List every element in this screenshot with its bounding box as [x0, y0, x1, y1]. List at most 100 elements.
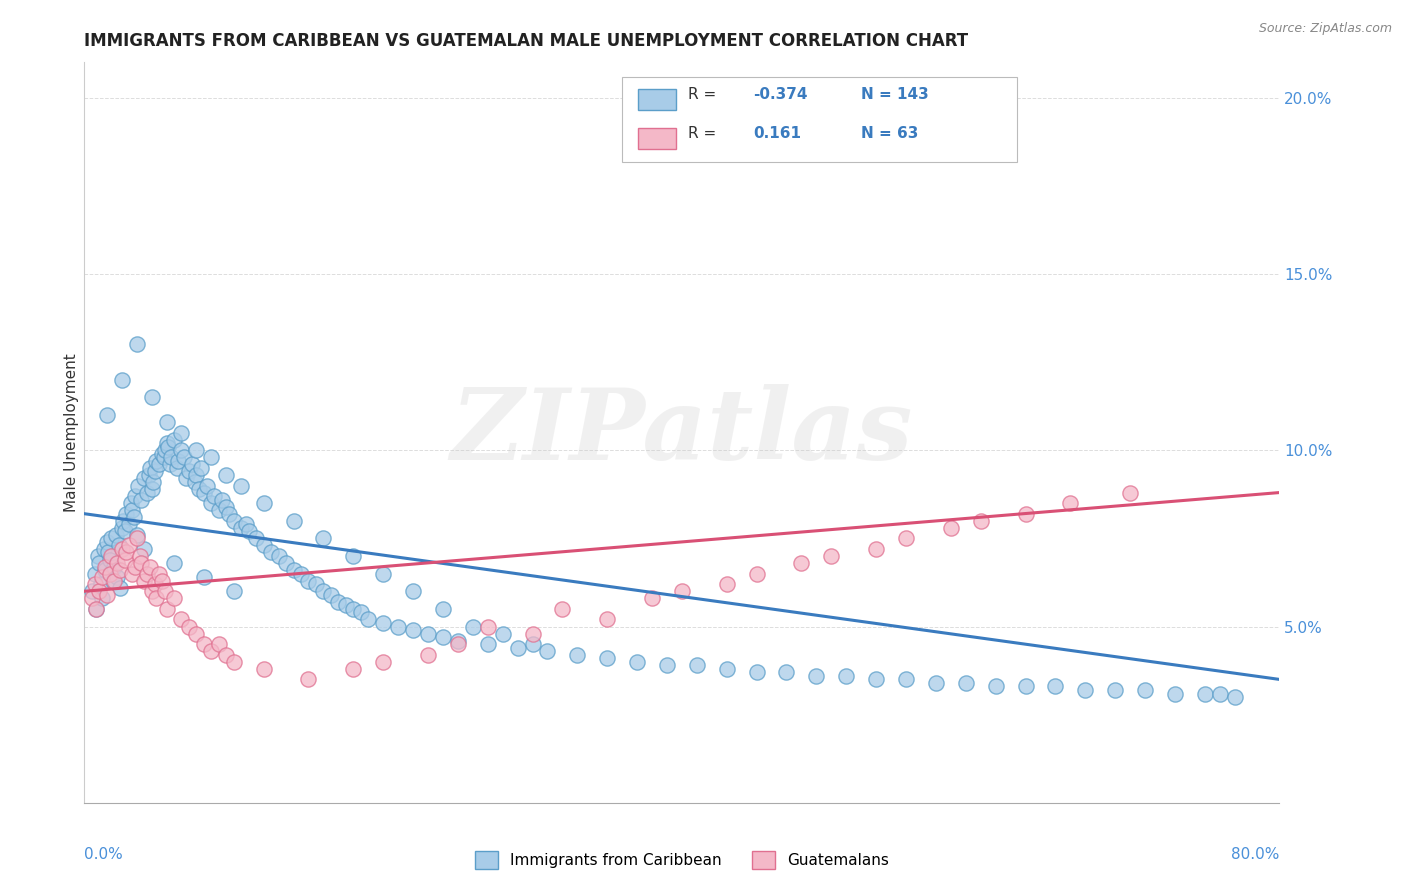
Point: [136, 485, 159, 500]
Point: [416, 626, 439, 640]
Point: [626, 655, 648, 669]
Point: [136, 566, 159, 581]
Point: [111, 521, 134, 535]
Point: [145, 454, 167, 468]
Point: [174, 471, 197, 485]
Text: R =: R =: [688, 87, 721, 102]
Point: [96, 535, 118, 549]
Point: [1059, 496, 1081, 510]
Point: [115, 507, 138, 521]
Point: [93, 541, 115, 556]
Point: [188, 482, 211, 496]
Point: [141, 584, 163, 599]
Point: [551, 602, 574, 616]
Point: [215, 648, 238, 662]
Point: [120, 496, 142, 510]
Point: [124, 559, 146, 574]
Point: [139, 559, 162, 574]
Point: [274, 556, 297, 570]
Point: [89, 556, 111, 570]
Point: [416, 648, 439, 662]
Point: [148, 458, 170, 472]
Point: [132, 574, 156, 588]
Point: [80, 584, 103, 599]
Point: [139, 461, 162, 475]
Point: [283, 563, 305, 577]
Point: [984, 680, 1007, 694]
Point: [231, 478, 253, 492]
Point: [184, 475, 207, 489]
Point: [125, 532, 148, 546]
Point: [190, 461, 212, 475]
Point: [447, 637, 470, 651]
Point: [186, 467, 208, 482]
Point: [202, 489, 225, 503]
Point: [173, 450, 195, 465]
Point: [155, 602, 177, 616]
Point: [157, 440, 180, 454]
Point: [806, 669, 828, 683]
Point: [103, 574, 125, 588]
Point: [716, 662, 738, 676]
Point: [686, 658, 709, 673]
Y-axis label: Male Unemployment: Male Unemployment: [63, 353, 79, 512]
Point: [118, 538, 141, 552]
Point: [105, 556, 128, 570]
Point: [835, 669, 858, 683]
Point: [91, 591, 114, 606]
Point: [215, 500, 238, 514]
Point: [208, 503, 231, 517]
Point: [200, 644, 222, 658]
Text: IMMIGRANTS FROM CARIBBEAN VS GUATEMALAN MALE UNEMPLOYMENT CORRELATION CHART: IMMIGRANTS FROM CARIBBEAN VS GUATEMALAN …: [84, 32, 969, 50]
Point: [260, 545, 283, 559]
Point: [100, 532, 122, 546]
Legend: Immigrants from Caribbean, Guatemalans: Immigrants from Caribbean, Guatemalans: [475, 851, 889, 869]
Point: [492, 626, 515, 640]
Point: [894, 532, 917, 546]
Point: [335, 599, 357, 613]
Point: [596, 612, 619, 626]
Point: [215, 467, 238, 482]
Point: [105, 570, 128, 584]
Point: [432, 602, 454, 616]
Point: [163, 591, 186, 606]
Point: [125, 528, 148, 542]
Point: [373, 615, 395, 630]
Point: [208, 637, 231, 651]
Point: [170, 443, 193, 458]
Point: [387, 619, 409, 633]
Point: [373, 655, 395, 669]
Point: [506, 640, 529, 655]
Text: Source: ZipAtlas.com: Source: ZipAtlas.com: [1258, 22, 1392, 36]
Point: [112, 514, 135, 528]
Point: [155, 436, 177, 450]
Point: [283, 514, 305, 528]
Point: [148, 566, 170, 581]
Point: [170, 425, 193, 440]
Point: [402, 584, 425, 599]
Point: [218, 507, 240, 521]
Point: [101, 574, 124, 588]
Point: [477, 619, 499, 633]
Point: [319, 588, 342, 602]
Point: [245, 532, 267, 546]
Point: [655, 658, 678, 673]
Point: [143, 577, 166, 591]
Point: [461, 619, 484, 633]
Point: [111, 373, 134, 387]
Point: [745, 566, 768, 581]
Point: [195, 478, 218, 492]
Point: [222, 655, 245, 669]
FancyBboxPatch shape: [623, 78, 1017, 162]
Point: [1164, 686, 1187, 700]
Point: [894, 126, 917, 140]
Point: [186, 443, 208, 458]
Point: [153, 584, 176, 599]
Point: [83, 577, 105, 591]
Point: [87, 549, 110, 563]
Point: [716, 577, 738, 591]
Point: [312, 532, 335, 546]
Point: [141, 390, 163, 404]
Text: 0.161: 0.161: [754, 126, 801, 141]
FancyBboxPatch shape: [638, 89, 676, 111]
